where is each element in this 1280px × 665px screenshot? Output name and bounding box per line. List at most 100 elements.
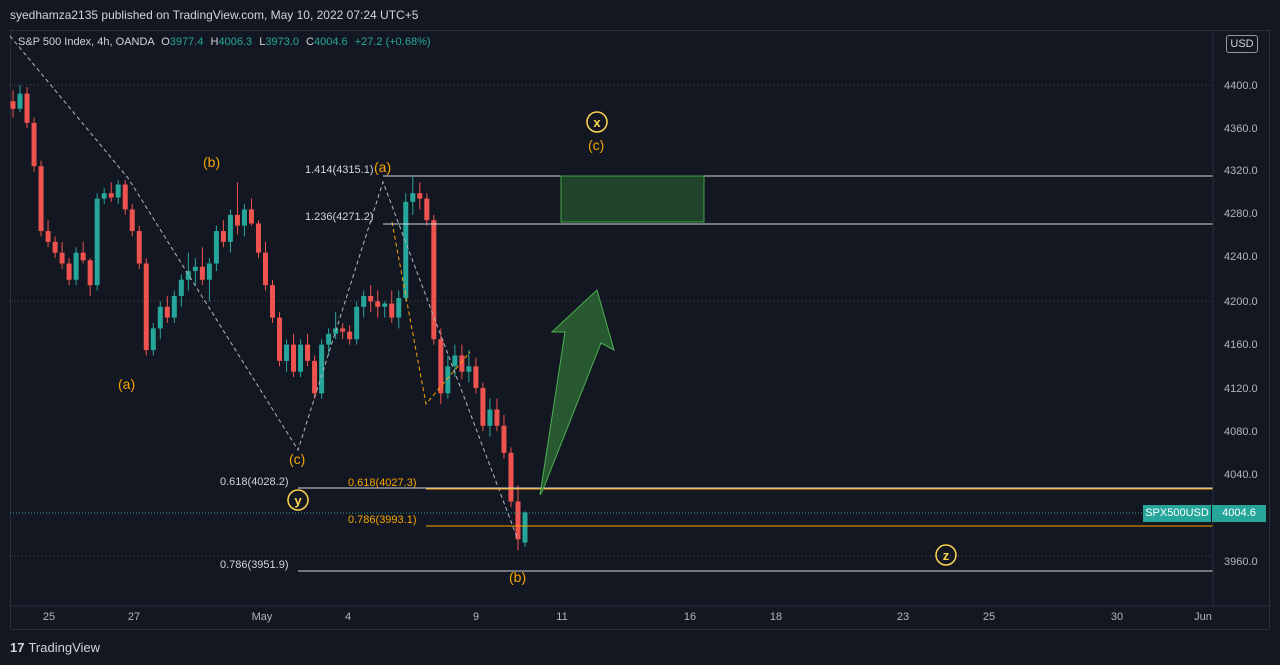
candle-body — [452, 355, 458, 367]
time-tick-label: 27 — [128, 611, 140, 623]
candle-body — [305, 344, 311, 361]
change-value: +27.2 (+0.68%) — [354, 36, 431, 48]
candle-body — [466, 366, 472, 372]
candle-body — [199, 266, 205, 280]
candle-body — [115, 184, 121, 198]
price-tick-label: 4040.0 — [1224, 469, 1258, 481]
circle-z — [935, 544, 957, 566]
target-zone — [560, 175, 705, 223]
tradingview-brand[interactable]: 17 TradingView — [10, 640, 100, 655]
candle-body — [417, 193, 423, 199]
candle-body — [101, 193, 107, 199]
candle-body — [185, 271, 191, 280]
circle-label-y: y — [294, 493, 302, 508]
candle-body — [396, 298, 402, 318]
time-tick-label: 30 — [1111, 611, 1123, 623]
candle-body — [52, 241, 58, 253]
candle-body — [277, 317, 283, 361]
candle-body — [284, 344, 290, 361]
wave-label-c-top: (c) — [588, 137, 604, 153]
circle-label-x: x — [593, 115, 601, 130]
candle-body — [494, 409, 500, 426]
fib-label-0618-left: 0.618(4028.2) — [220, 476, 289, 488]
candle-body — [150, 328, 156, 351]
top-bar: syedhamza2135 published on TradingView.c… — [0, 0, 1280, 30]
symbol-title[interactable]: S&P 500 Index, 4h, OANDA — [18, 36, 155, 48]
price-tick-label: 4320.0 — [1224, 165, 1258, 177]
candle-body — [80, 252, 86, 261]
candle-body — [522, 512, 528, 543]
wave-label-c-left: (c) — [289, 451, 305, 467]
candle-body — [17, 93, 23, 109]
candle-body — [234, 214, 240, 226]
candle-body — [59, 252, 65, 264]
price-tick-label: 4200.0 — [1224, 296, 1258, 308]
circle-y — [287, 489, 309, 511]
price-tick-label: 4400.0 — [1224, 80, 1258, 92]
price-tick-label: 4240.0 — [1224, 251, 1258, 263]
candle-body — [227, 214, 233, 242]
price-tick-label: 4120.0 — [1224, 383, 1258, 395]
time-tick-label: 11 — [556, 611, 567, 623]
low-value: 3973.0 — [265, 36, 299, 48]
candle-body — [241, 209, 247, 226]
tradingview-logo-icon: 17 — [10, 640, 25, 655]
candles — [10, 85, 528, 551]
footer: 17 TradingView — [0, 630, 1280, 665]
wave-label-a-left: (a) — [118, 376, 135, 392]
chart-frame[interactable] — [10, 30, 1270, 630]
candle-body — [164, 306, 170, 318]
candle-body — [361, 295, 367, 307]
close-value: 4004.6 — [313, 36, 348, 48]
candle-body — [487, 409, 493, 426]
candle-body — [347, 331, 353, 340]
fib-label-1414: 1.414(4315.1) — [305, 164, 374, 176]
time-tick-label: 25 — [43, 611, 55, 623]
price-tick-label: 4080.0 — [1224, 426, 1258, 438]
wave-line-white — [9, 35, 519, 541]
fib-label-1236: 1.236(4271.2) — [305, 211, 374, 223]
wave-label-b-left: (b) — [203, 154, 220, 170]
wave-label-a-top: (a) — [374, 159, 391, 175]
time-tick-label: Jun — [1194, 611, 1212, 623]
candle-body — [38, 166, 44, 232]
time-axis-ticks: 25 27 May 4 9 11 16 18 23 25 30 Jun — [43, 611, 1212, 623]
candle-body — [298, 344, 304, 372]
candle-body — [382, 303, 388, 307]
candle-body — [319, 344, 325, 394]
candle-body — [459, 355, 465, 372]
candle-body — [410, 193, 416, 202]
price-axis-ticks: 4400.0 4360.0 4320.0 4280.0 4240.0 4200.0 4160… — [1224, 80, 1258, 568]
candle-body — [143, 263, 149, 351]
candle-body — [87, 260, 93, 286]
candle-body — [178, 279, 184, 296]
currency-button[interactable]: USD — [1226, 35, 1258, 53]
high-label: H — [210, 36, 219, 48]
candle-body — [508, 452, 514, 502]
candle-body — [340, 328, 346, 332]
candle-body — [438, 339, 444, 394]
candle-body — [291, 344, 297, 372]
candle-body — [171, 295, 177, 318]
candle-body — [24, 93, 30, 123]
candle-body — [157, 306, 163, 329]
price-tick-label: 4280.0 — [1224, 208, 1258, 220]
candle-body — [403, 201, 409, 299]
high-value: 4006.3 — [218, 36, 253, 48]
candle-body — [515, 501, 521, 540]
time-tick-label: May — [252, 611, 273, 623]
current-price-tag: 4004.6 — [1212, 505, 1266, 522]
price-tick-label: 4160.0 — [1224, 339, 1258, 351]
time-tick-label: 25 — [983, 611, 995, 623]
close-label: C — [306, 36, 314, 48]
candle-body — [108, 193, 114, 198]
circle-label-z: z — [943, 548, 950, 563]
candle-body — [389, 303, 395, 318]
candle-body — [94, 198, 100, 286]
candle-body — [220, 231, 226, 242]
candle-body — [368, 295, 374, 302]
time-tick-label: 23 — [897, 611, 909, 623]
open-label: O — [161, 36, 170, 48]
candle-body — [431, 220, 437, 340]
